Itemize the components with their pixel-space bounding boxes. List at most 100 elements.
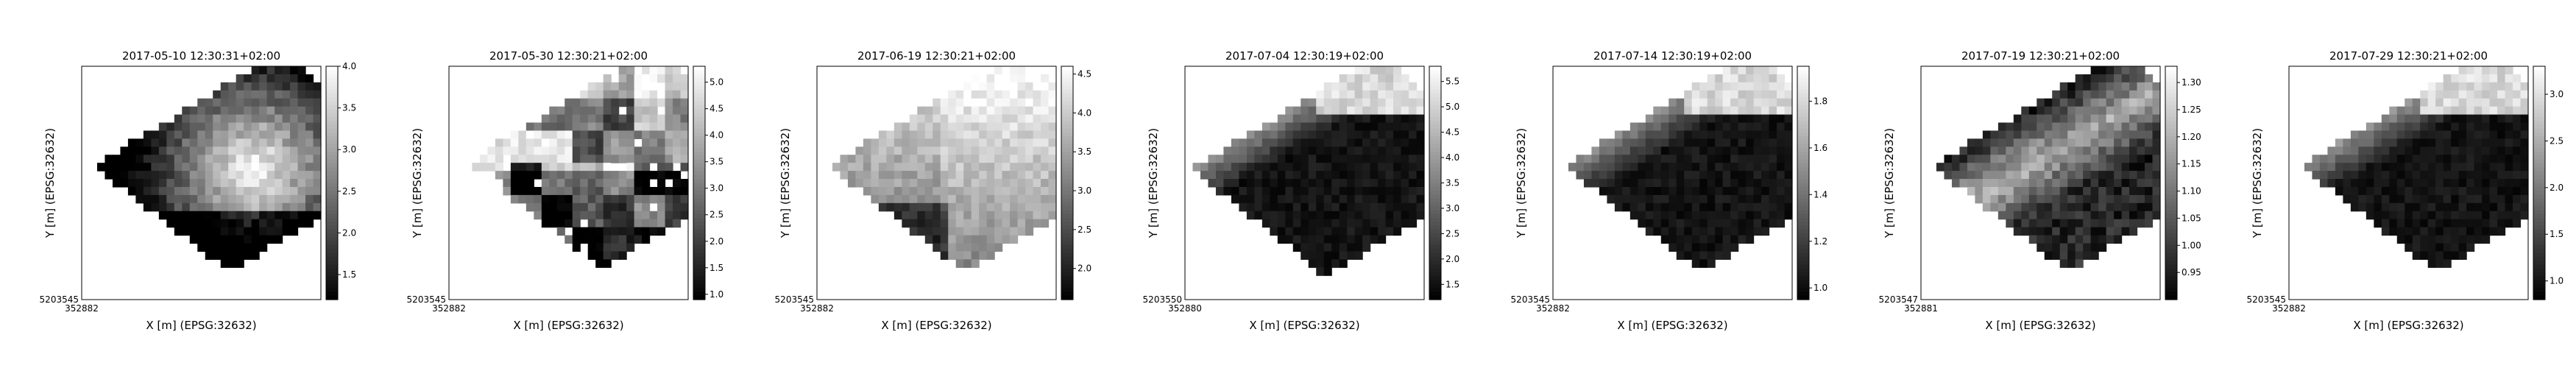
heatmap-cell — [1354, 155, 1363, 163]
heatmap-cell — [2350, 155, 2359, 163]
heatmap-cell — [2520, 179, 2529, 188]
heatmap-cell — [611, 122, 620, 132]
heatmap-cell — [1316, 155, 1325, 163]
heatmap-cell — [680, 146, 689, 155]
heatmap-cell — [603, 98, 612, 107]
heatmap-cell — [2427, 243, 2436, 252]
colorbar-segment — [2165, 101, 2177, 106]
heatmap-cell — [282, 171, 291, 180]
colorbar-segment — [1061, 198, 1073, 203]
heatmap-cell — [1308, 259, 1317, 268]
colorbar-segment — [326, 147, 338, 152]
heatmap-cell — [618, 66, 627, 75]
heatmap-cell — [1746, 163, 1755, 172]
colorbar-segment — [2533, 66, 2545, 71]
heatmap-cell — [955, 186, 964, 196]
heatmap-cell — [1614, 179, 1623, 188]
heatmap-cell — [963, 114, 972, 124]
heatmap-cell — [2044, 235, 2053, 244]
heatmap-cell — [2327, 155, 2336, 163]
heatmap-cell — [673, 219, 682, 228]
heatmap-cells — [2304, 66, 2529, 268]
heatmap-cell — [2458, 219, 2467, 228]
heatmap-cell — [2059, 243, 2068, 252]
colorbar-segment — [1797, 74, 1809, 79]
heatmap-cell — [1385, 74, 1394, 83]
colorbar-segment — [1429, 120, 1441, 125]
heatmap-cell — [2420, 227, 2429, 236]
heatmap-cell — [2052, 163, 2061, 172]
heatmap-cell — [236, 259, 244, 268]
heatmap-cell — [1002, 74, 1011, 83]
heatmap-cell — [1416, 163, 1425, 172]
heatmap-cell — [572, 194, 581, 204]
heatmap-cell — [1002, 171, 1011, 180]
heatmap-cell — [1301, 235, 1309, 244]
heatmap-cell — [1660, 179, 1669, 188]
heatmap-cell — [1362, 138, 1371, 147]
heatmap-cell — [618, 130, 627, 139]
heatmap-cell — [994, 163, 1003, 172]
heatmap-cell — [680, 163, 689, 172]
heatmap-cell — [2312, 155, 2321, 163]
colorbar-segment — [693, 93, 705, 98]
heatmap-cell — [565, 194, 573, 204]
heatmap-cell — [2121, 194, 2130, 204]
heatmap-cell — [2044, 171, 2053, 180]
heatmap-cell — [2059, 227, 2068, 236]
heatmap-cell — [1316, 163, 1325, 172]
heatmap-cell — [1010, 179, 1019, 188]
heatmap-cell — [657, 211, 666, 220]
heatmap-cell — [2513, 155, 2522, 163]
heatmap-cell — [1982, 146, 1991, 155]
heatmap-cell — [1676, 194, 1685, 204]
colorbar-segment — [2533, 116, 2545, 121]
heatmap-cell — [994, 219, 1003, 228]
colorbar-segment — [2165, 109, 2177, 113]
colorbar-tick-label: 5.0 — [710, 77, 723, 88]
heatmap-cell — [2067, 138, 2076, 147]
heatmap-cell — [2427, 171, 2436, 180]
heatmap-cell — [1301, 114, 1309, 124]
heatmap-cell — [871, 171, 880, 180]
heatmap-cell — [940, 122, 949, 132]
heatmap-cell — [526, 171, 534, 180]
heatmap-cell — [1777, 211, 1786, 220]
heatmap-cell — [1292, 171, 1301, 180]
heatmap-cell — [2466, 74, 2475, 83]
colorbar-segment — [693, 140, 705, 145]
heatmap-cell — [924, 130, 933, 139]
heatmap-cell — [1270, 155, 1278, 163]
heatmap-cell — [174, 194, 183, 204]
heatmap-cell — [1746, 146, 1755, 155]
heatmap-cell — [626, 122, 635, 132]
heatmap-cell — [587, 130, 596, 139]
colorbar-tick-label: 2.0 — [710, 236, 723, 247]
colorbar-segment — [693, 116, 705, 121]
heatmap-cell — [2374, 171, 2382, 180]
heatmap-cell — [1653, 171, 1662, 180]
heatmap-cell — [1370, 122, 1379, 132]
heatmap-cell — [1339, 155, 1348, 163]
heatmap-cell — [2098, 219, 2107, 228]
heatmap-cell — [1769, 90, 1777, 99]
colorbar: 1.01.52.02.53.03.54.04.55.0 — [693, 66, 723, 300]
colorbar-segment — [2165, 132, 2177, 137]
heatmap-cell — [1002, 219, 1011, 228]
heatmap-cell — [166, 171, 175, 180]
heatmap-cell — [1285, 211, 1294, 220]
heatmap-cell — [2067, 155, 2076, 163]
heatmap-cell — [1707, 179, 1716, 188]
heatmap-cell — [1777, 171, 1786, 180]
heatmap-cell — [940, 163, 949, 172]
heatmap-cell — [1017, 98, 1026, 107]
heatmap-cell — [2083, 219, 2092, 228]
heatmap-cell — [1246, 155, 1255, 163]
heatmap-cell — [2420, 219, 2429, 228]
heatmap-cell — [847, 155, 857, 163]
heatmap-cell — [955, 211, 964, 220]
heatmap-cell — [2513, 114, 2522, 124]
heatmap-cell — [2435, 163, 2444, 172]
heatmap-cell — [595, 90, 604, 99]
heatmap-cell — [603, 227, 612, 236]
